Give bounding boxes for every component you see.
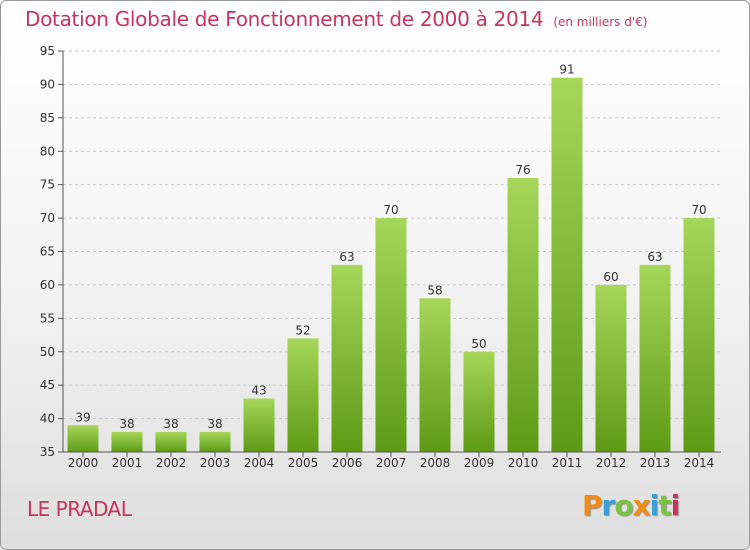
x-axis: 2000 2001 2002 2003 2004 2005 2006 2007 2008 2009… — [63, 451, 721, 470]
logo-letter: i — [670, 489, 681, 522]
x-tick-label-2008: 2008 — [420, 456, 451, 470]
data-label-2002: 38 — [163, 417, 178, 431]
y-tick-label: 65 — [40, 245, 55, 259]
x-tick-label-2013: 2013 — [640, 456, 671, 470]
logo-letter: t — [658, 489, 671, 522]
bar-2001 — [111, 431, 143, 452]
bar-2000 — [67, 425, 99, 452]
y-tick-label: 60 — [40, 278, 55, 292]
x-tick-label-2012: 2012 — [596, 456, 627, 470]
data-label-2008: 58 — [427, 283, 442, 297]
bar-2014 — [683, 218, 715, 452]
data-label-2000: 39 — [75, 410, 90, 424]
data-label-2011: 91 — [559, 63, 574, 77]
data-label-2003: 38 — [207, 417, 222, 431]
x-tick-label-2011: 2011 — [552, 456, 583, 470]
bar-2007 — [375, 218, 407, 452]
y-tick-label: 80 — [40, 144, 55, 158]
logo-letter: x — [632, 489, 651, 522]
data-label-2014: 70 — [691, 203, 706, 217]
y-tick-label: 70 — [40, 211, 55, 225]
chart-title: Dotation Globale de Fonctionnement de 20… — [25, 7, 647, 31]
bar-2005 — [287, 338, 319, 452]
data-label-2001: 38 — [119, 417, 134, 431]
x-tick-label-2000: 2000 — [68, 456, 99, 470]
x-tick-label-2002: 2002 — [156, 456, 187, 470]
x-tick-label-2010: 2010 — [508, 456, 539, 470]
logo-letter: r — [601, 489, 616, 522]
bar-2006 — [331, 264, 363, 452]
y-tick-label: 90 — [40, 77, 55, 91]
proxiti-logo: Proxiti — [582, 489, 681, 522]
x-tick-label-2014: 2014 — [684, 456, 715, 470]
y-tick-label: 55 — [40, 311, 55, 325]
y-tick-label: 75 — [40, 178, 55, 192]
logo-letter: o — [614, 489, 633, 522]
y-tick-label: 85 — [40, 111, 55, 125]
x-tick-label-2006: 2006 — [332, 456, 363, 470]
x-tick-label-2007: 2007 — [376, 456, 407, 470]
bar-2012 — [595, 284, 627, 452]
bar-2010 — [507, 177, 539, 452]
y-axis: 35 40 45 50 55 60 65 70 75 80 85 90 95 — [40, 44, 64, 459]
x-tick-label-2004: 2004 — [244, 456, 275, 470]
data-label-2006: 63 — [339, 250, 354, 264]
commune-name: LE PRADAL — [27, 497, 132, 521]
logo-letter: P — [582, 489, 603, 522]
data-label-2010: 76 — [515, 163, 530, 177]
bar-2013 — [639, 264, 671, 452]
y-tick-label: 95 — [40, 44, 55, 58]
data-label-2005: 52 — [295, 323, 310, 337]
data-label-2013: 63 — [647, 250, 662, 264]
x-tick-label-2001: 2001 — [112, 456, 143, 470]
y-tick-label: 45 — [40, 378, 55, 392]
data-label-2009: 50 — [471, 337, 486, 351]
data-label-2012: 60 — [603, 270, 618, 284]
y-tick-label: 50 — [40, 345, 55, 359]
bar-2011 — [551, 77, 583, 452]
bars — [67, 77, 715, 452]
data-label-2004: 43 — [251, 384, 266, 398]
data-labels: 39 38 38 38 43 52 63 70 58 50 76 91 60 63 70 — [75, 63, 706, 431]
bar-2009 — [463, 351, 495, 452]
title-unit: (en milliers d'€) — [553, 15, 648, 29]
title-text: Dotation Globale de Fonctionnement de 20… — [25, 7, 544, 31]
bar-2004 — [243, 398, 275, 452]
x-tick-label-2003: 2003 — [200, 456, 231, 470]
x-tick-label-2009: 2009 — [464, 456, 495, 470]
bar-2003 — [199, 431, 231, 452]
y-tick-label: 40 — [40, 412, 55, 426]
bar-2008 — [419, 298, 451, 452]
x-tick-label-2005: 2005 — [288, 456, 319, 470]
logo-letter: i — [649, 489, 660, 522]
data-label-2007: 70 — [383, 203, 398, 217]
y-tick-label: 35 — [40, 445, 55, 459]
bar-2002 — [155, 431, 187, 452]
